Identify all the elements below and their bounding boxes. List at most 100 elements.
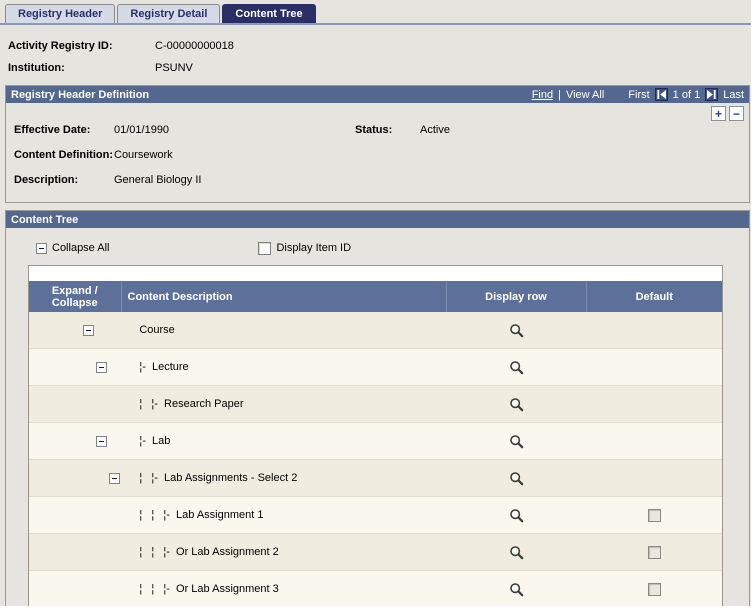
magnifier-icon [509,508,524,526]
tab-content-tree[interactable]: Content Tree [222,4,316,23]
magnifier-icon [509,434,524,452]
tree-table-body: Course ¦- Lecture [29,312,722,606]
table-row: ¦- Lab [29,422,722,460]
default-checkbox[interactable] [647,582,661,596]
group-title: Registry Header Definition [11,88,150,101]
nav-separator: | [558,88,561,101]
table-row: ¦ ¦- Lab Assignments - Select 2 [29,459,722,497]
content-definition-row: Content Definition: Coursework [14,142,749,167]
collapse-all-control[interactable]: Collapse All [36,242,109,254]
tree-item-label: Lab Assignments - Select 2 [164,472,298,484]
content-definition-label: Content Definition: [14,148,113,161]
next-row-icon[interactable] [705,88,719,101]
status-label: Status: [355,123,393,136]
collapse-icon[interactable] [83,324,94,336]
tree-item-label: Lab Assignment 1 [176,509,264,521]
tab-registry-header[interactable]: Registry Header [5,4,116,23]
table-row: ¦- Lecture [29,348,722,386]
grid-header-row: Expand / Collapse Content Description Di… [29,281,722,312]
find-link[interactable]: Find [531,88,554,101]
tree-item-label: Or Lab Assignment 3 [176,583,279,595]
grid-navbar [29,266,722,281]
collapse-icon[interactable] [96,361,107,373]
tree-item-label: Lab [151,435,171,447]
institution-value: PSUNV [155,62,193,74]
description-row: Description: General Biology II [14,167,749,192]
delete-row-button[interactable]: − [729,106,744,121]
group-title: Content Tree [11,213,79,226]
display-row-button[interactable] [509,360,524,375]
tree-controls: Collapse All Display Item ID [36,241,749,255]
last-link[interactable]: Last [723,88,744,101]
tree-branch-lines: ¦ ¦ ¦- [139,509,177,521]
activity-registry-id-row: Activity Registry ID: C-00000000018 [8,35,751,57]
tab-registry-detail[interactable]: Registry Detail [117,4,221,23]
default-checkbox[interactable] [647,508,661,522]
collapse-icon[interactable] [96,435,107,447]
magnifier-icon [509,471,524,489]
display-row-button[interactable] [509,434,524,449]
display-item-id-checkbox[interactable] [258,241,272,255]
tree-item-label: Course [139,324,175,336]
column-header-content-description: Content Description [120,281,446,312]
display-item-id-label: Display Item ID [276,242,352,254]
display-row-button[interactable] [509,582,524,597]
institution-label: Institution: [8,62,65,74]
tree-branch-lines: ¦ ¦ ¦- [139,583,177,595]
column-header-display-row: Display row [445,281,586,312]
content-tree-body: Collapse All Display Item ID [6,228,749,606]
effective-date-label: Effective Date: [14,123,91,136]
tree-branch-lines: ¦- [139,361,152,373]
display-row-button[interactable] [509,397,524,412]
column-header-expand-collapse: Expand / Collapse [29,281,121,312]
default-checkbox[interactable] [647,545,661,559]
add-row-button[interactable]: + [711,106,726,121]
display-row-button[interactable] [509,508,524,523]
display-row-button[interactable] [509,545,524,560]
table-row: ¦ ¦ ¦- Or Lab Assignment 3 [29,570,722,606]
tree-branch-lines: ¦- [139,435,152,447]
tree-item-label: Research Paper [164,398,244,410]
magnifier-icon [509,582,524,600]
view-all-link[interactable]: View All [565,88,605,101]
display-row-button[interactable] [509,471,524,486]
collapse-all-icon[interactable] [36,242,47,254]
description-value: General Biology II [114,173,202,186]
activity-registry-id-label: Activity Registry ID: [8,40,113,52]
tree-branch-lines: ¦ ¦ ¦- [139,546,177,558]
collapse-icon[interactable] [109,472,120,484]
tab-divider-rule [0,23,751,25]
activity-registry-id-value: C-00000000018 [155,40,234,52]
effective-date-row: Effective Date: 01/01/1990 Status: Activ… [14,117,749,142]
row-action-buttons: + − [711,106,744,121]
table-row: ¦ ¦- Research Paper [29,385,722,423]
tree-branch-lines: ¦ ¦- [139,398,165,410]
previous-row-icon[interactable] [654,88,668,101]
row-counter: 1 of 1 [672,88,701,101]
display-item-id-control: Display Item ID [258,241,352,255]
magnifier-icon [509,360,524,378]
display-row-button[interactable] [509,323,524,338]
content-definition-value: Coursework [114,148,173,161]
registry-header-definition-body: + − Effective Date: 01/01/1990 Status: A… [6,103,749,202]
table-row: ¦ ¦ ¦- Lab Assignment 1 [29,496,722,534]
first-link[interactable]: First [628,88,650,101]
content-tree-titlebar: Content Tree [6,211,749,228]
tree-item-label: Lecture [151,361,189,373]
column-header-default: Default [585,281,722,312]
content-tree-grid: Expand / Collapse Content Description Di… [28,265,723,606]
table-row: ¦ ¦ ¦- Or Lab Assignment 2 [29,533,722,571]
tree-item-label: Or Lab Assignment 2 [176,546,279,558]
registry-header-definition-titlebar: Registry Header Definition Find | View A… [6,86,749,103]
effective-date-value: 01/01/1990 [114,123,170,136]
status-value: Active [420,123,450,136]
tree-branch-lines: ¦ ¦- [139,472,165,484]
page-key-fields: Activity Registry ID: C-00000000018 Inst… [0,25,751,79]
tab-bar: Registry Header Registry Detail Content … [0,0,751,23]
institution-row: Institution: PSUNV [8,57,751,79]
content-tree-group: Content Tree Collapse All Display Item I… [5,210,750,606]
magnifier-icon [509,545,524,563]
table-row: Course [29,312,722,349]
magnifier-icon [509,397,524,415]
